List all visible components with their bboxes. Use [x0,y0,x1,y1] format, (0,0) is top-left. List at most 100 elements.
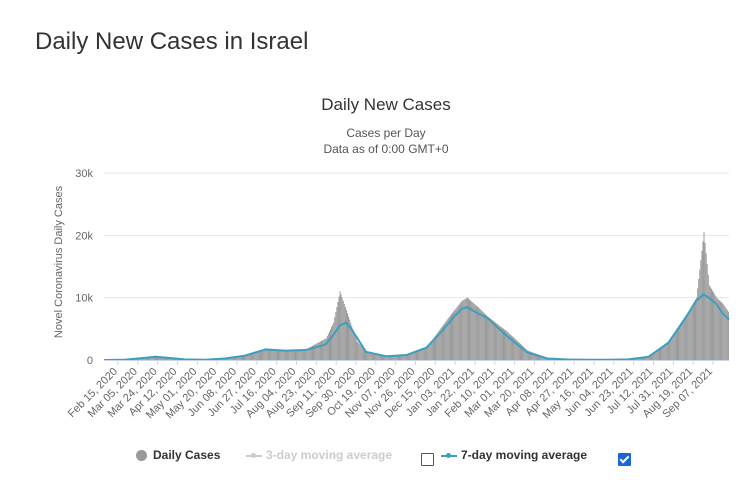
daily-case-bar [322,339,324,360]
daily-case-bar [389,355,391,360]
daily-case-bar [326,335,328,360]
daily-case-bar [643,357,645,360]
daily-case-bar [518,342,520,360]
daily-case-bar [430,341,432,360]
chart-subtitle-line-1: Cases per Day [346,126,425,140]
daily-case-bar [456,307,458,360]
daily-case-bar [708,285,710,360]
daily-case-bar [309,347,311,360]
daily-case-bar [721,302,723,360]
y-tick-label: 20k [75,230,93,242]
daily-case-bar [283,349,285,360]
daily-case-bar [226,358,228,360]
daily-case-bar [693,301,695,360]
daily-case-bar [507,331,509,360]
daily-case-bar [524,347,526,360]
daily-case-bar [716,297,718,360]
daily-case-bar [228,358,230,360]
daily-case-bar [234,356,236,360]
daily-case-bar [515,339,517,360]
daily-case-bar [380,354,382,360]
daily-case-bar [356,341,358,360]
daily-case-bar [229,357,231,360]
daily-case-bar [300,349,302,360]
daily-case-bar [264,349,266,360]
daily-case-bar [502,328,504,360]
daily-case-bar [237,356,239,360]
daily-case-bar [525,348,527,360]
daily-case-bar [297,349,299,360]
daily-case-bar [299,349,301,360]
daily-case-bar [480,310,482,360]
daily-case-bar [252,352,254,360]
daily-case-bar [251,353,253,360]
checkbox-3-day-average[interactable] [421,453,434,466]
daily-case-bar [413,351,415,360]
daily-case-bar [281,349,283,360]
daily-case-bar [720,301,722,360]
daily-case-bar [240,355,242,360]
daily-case-bar [709,286,711,360]
daily-case-bar [368,352,370,360]
daily-case-bar [401,354,403,360]
daily-case-bar [254,352,256,360]
daily-case-bar [444,322,446,360]
daily-case-bar [482,312,484,360]
legend-line-icon [246,450,262,461]
daily-case-bar [680,323,682,360]
daily-case-bar [311,345,313,360]
legend-label: Daily Cases [153,448,221,462]
daily-case-bar [305,349,307,360]
daily-case-bar [351,325,353,360]
daily-case-bar [367,352,369,360]
daily-case-bar [314,344,316,360]
daily-case-bar [425,347,427,360]
daily-case-bar [647,356,649,360]
daily-case-bar [474,304,476,360]
daily-case-bar [538,354,539,360]
daily-case-bar [290,349,292,360]
daily-case-bar [337,301,339,360]
y-tick-label: 0 [87,355,93,367]
daily-case-bar [516,340,518,360]
daily-case-bar [653,352,655,360]
daily-case-bar [466,297,468,360]
daily-case-bar [434,337,436,360]
daily-case-bar [514,338,516,360]
daily-case-bar [719,300,721,360]
daily-case-bar [689,308,691,360]
daily-case-bar [688,310,690,360]
daily-case-bar [412,352,414,360]
daily-case-bar [461,300,463,360]
legend-item-7-day-average[interactable]: 7-day moving average [441,448,587,462]
daily-case-bar [372,353,374,360]
daily-case-bar [449,315,451,360]
daily-case-bar [363,350,365,360]
daily-case-bar [386,355,388,360]
daily-case-bar [448,316,450,360]
daily-case-bar [475,305,477,360]
daily-cases-bars [105,232,729,360]
daily-case-bar [454,310,456,360]
y-tick-label: 10k [75,293,93,305]
daily-case-bar [672,334,674,360]
daily-case-bar [690,306,692,360]
daily-case-bar [382,354,384,360]
daily-case-bar [505,330,507,360]
daily-case-bar [666,342,668,360]
legend-item-3-day-average[interactable]: 3-day moving average [246,448,392,462]
daily-case-bar [330,329,332,360]
legend-item-daily-cases[interactable]: Daily Cases [136,448,220,462]
daily-case-bar [713,292,715,360]
daily-case-bar [531,352,533,360]
daily-case-bar [236,356,238,360]
daily-case-bar [231,357,233,360]
daily-case-bar [519,343,521,360]
daily-case-bar [318,342,320,360]
daily-case-bar [333,322,335,360]
daily-case-bar [529,351,531,360]
daily-case-bar [684,316,686,360]
daily-case-bar [722,303,724,360]
checkbox-7-day-average[interactable] [618,453,631,466]
daily-case-bar [699,269,701,360]
